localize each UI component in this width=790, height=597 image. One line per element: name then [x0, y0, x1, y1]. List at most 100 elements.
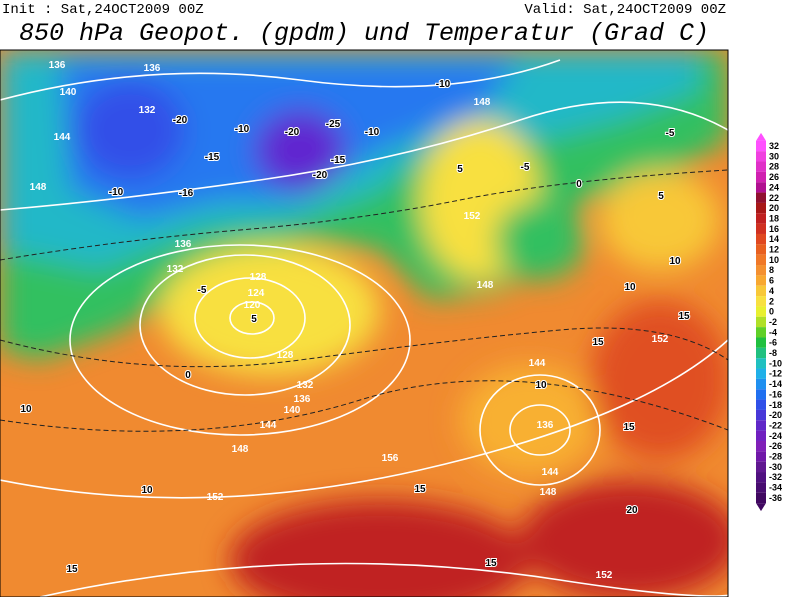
colorbar-segment: [756, 399, 766, 410]
geopotential-label: 136: [537, 420, 554, 431]
geopotential-label: 132: [167, 264, 184, 275]
colorbar-segment: [756, 285, 766, 297]
temperature-label: 15: [623, 422, 635, 433]
geopotential-label: 156: [382, 453, 399, 464]
temperature-label: -20: [313, 170, 328, 181]
temperature-label: 5: [251, 314, 257, 325]
temperature-label: 0: [576, 179, 582, 190]
geopotential-label: 136: [294, 394, 311, 405]
colorbar-segment: [756, 151, 766, 162]
colorbar-segment: [756, 171, 766, 183]
temperature-label: 15: [66, 564, 78, 575]
geopotential-label: 128: [277, 350, 294, 361]
temperature-label: -5: [521, 162, 530, 173]
colorbar-bottom-arrow: [756, 503, 766, 512]
colorbar-label: -14: [769, 379, 782, 389]
colorbar-label: 28: [769, 162, 779, 172]
map-title: 850 hPa Geopot. (gpdm) und Temperatur (G…: [19, 19, 709, 48]
colorbar-segment: [756, 296, 766, 307]
temperature-label: 10: [669, 256, 681, 267]
geopotential-label: 144: [542, 467, 559, 478]
geopotential-label: 136: [49, 60, 66, 71]
colorbar-label: 16: [769, 224, 779, 234]
colorbar-label: 20: [769, 203, 779, 213]
colorbar-segment: [756, 430, 766, 441]
colorbar-label: 0: [769, 307, 774, 317]
colorbar-label: -28: [769, 452, 782, 462]
temperature-label: -25: [326, 119, 341, 130]
colorbar-label: 8: [769, 265, 774, 275]
geopotential-label: 148: [30, 182, 47, 193]
colorbar-label: -8: [769, 348, 777, 358]
colorbar-segment: [756, 347, 766, 359]
geopotential-label: 144: [260, 420, 277, 431]
geopotential-label: 152: [652, 334, 669, 345]
colorbar-label: -4: [769, 327, 777, 337]
colorbar-label: 24: [769, 182, 779, 192]
colorbar-segment: [756, 472, 766, 483]
colorbar-segment: [756, 223, 766, 234]
geopotential-label: 148: [477, 280, 494, 291]
colorbar-segment: [756, 244, 766, 255]
geopotential-label: 140: [60, 87, 77, 98]
temperature-label: -10: [109, 187, 124, 198]
colorbar-label: 4: [769, 286, 774, 296]
temperature-label: 10: [141, 485, 153, 496]
colorbar-label: -22: [769, 420, 782, 430]
temperature-label: -15: [331, 155, 346, 166]
colorbar-label: -18: [769, 400, 782, 410]
colorbar-segment: [756, 233, 766, 245]
temperature-label: 10: [20, 404, 32, 415]
temperature-label: 15: [592, 337, 604, 348]
colorbar-label: -16: [769, 389, 782, 399]
geopotential-label: 152: [596, 570, 613, 581]
geopotential-label: 140: [284, 405, 301, 416]
temperature-label: 5: [658, 191, 664, 202]
temperature-label: -20: [285, 127, 300, 138]
map-frame: [0, 49, 729, 597]
colorbar-segment: [756, 389, 766, 400]
colorbar-label: -20: [769, 410, 782, 420]
geopotential-label: 124: [248, 288, 265, 299]
geopotential-label: 144: [54, 132, 71, 143]
colorbar-segment: [756, 337, 766, 348]
colorbar-segment: [756, 327, 766, 338]
colorbar-segment: [756, 420, 766, 431]
colorbar-label: 6: [769, 276, 774, 286]
colorbar-label: -6: [769, 338, 777, 348]
colorbar-label: 30: [769, 151, 779, 161]
colorbar-label: 32: [769, 141, 779, 151]
colorbar-label: -12: [769, 369, 782, 379]
colorbar-label: -36: [769, 493, 782, 503]
colorbar-label: -34: [769, 483, 782, 493]
colorbar-segment: [756, 213, 766, 224]
temperature-label: 10: [624, 282, 636, 293]
temperature-label: 15: [678, 311, 690, 322]
colorbar-segment: [756, 409, 766, 421]
colorbar-label: -32: [769, 472, 782, 482]
colorbar-label: 18: [769, 213, 779, 223]
colorbar-segment: [756, 316, 766, 328]
colorbar-segment: [756, 378, 766, 390]
colorbar-top-arrow: [756, 132, 766, 141]
geopotential-label: 152: [464, 211, 481, 222]
temperature-label: -10: [235, 124, 250, 135]
temperature-label: 15: [485, 558, 497, 569]
colorbar-segment: [756, 368, 766, 379]
colorbar-segment: [756, 265, 766, 276]
contour-labels: 136 1361401321441481361321281241201281321…: [19, 60, 691, 581]
temperature-label: 20: [626, 505, 638, 516]
colorbar-segment: [756, 182, 766, 193]
temperature-label: -16: [179, 188, 194, 199]
colorbar-segment: [756, 275, 766, 286]
valid-time: Valid: Sat,24OCT2009 00Z: [524, 2, 726, 18]
geopotential-label: 136: [144, 63, 161, 74]
geopotential-label: 148: [474, 97, 491, 108]
colorbar-label: 2: [769, 296, 774, 306]
temperature-label: -20: [173, 115, 188, 126]
temperature-label: -10: [436, 79, 451, 90]
temperature-label: -10: [365, 127, 380, 138]
colorbar-label: 10: [769, 255, 779, 265]
colorbar-segment: [756, 461, 766, 473]
